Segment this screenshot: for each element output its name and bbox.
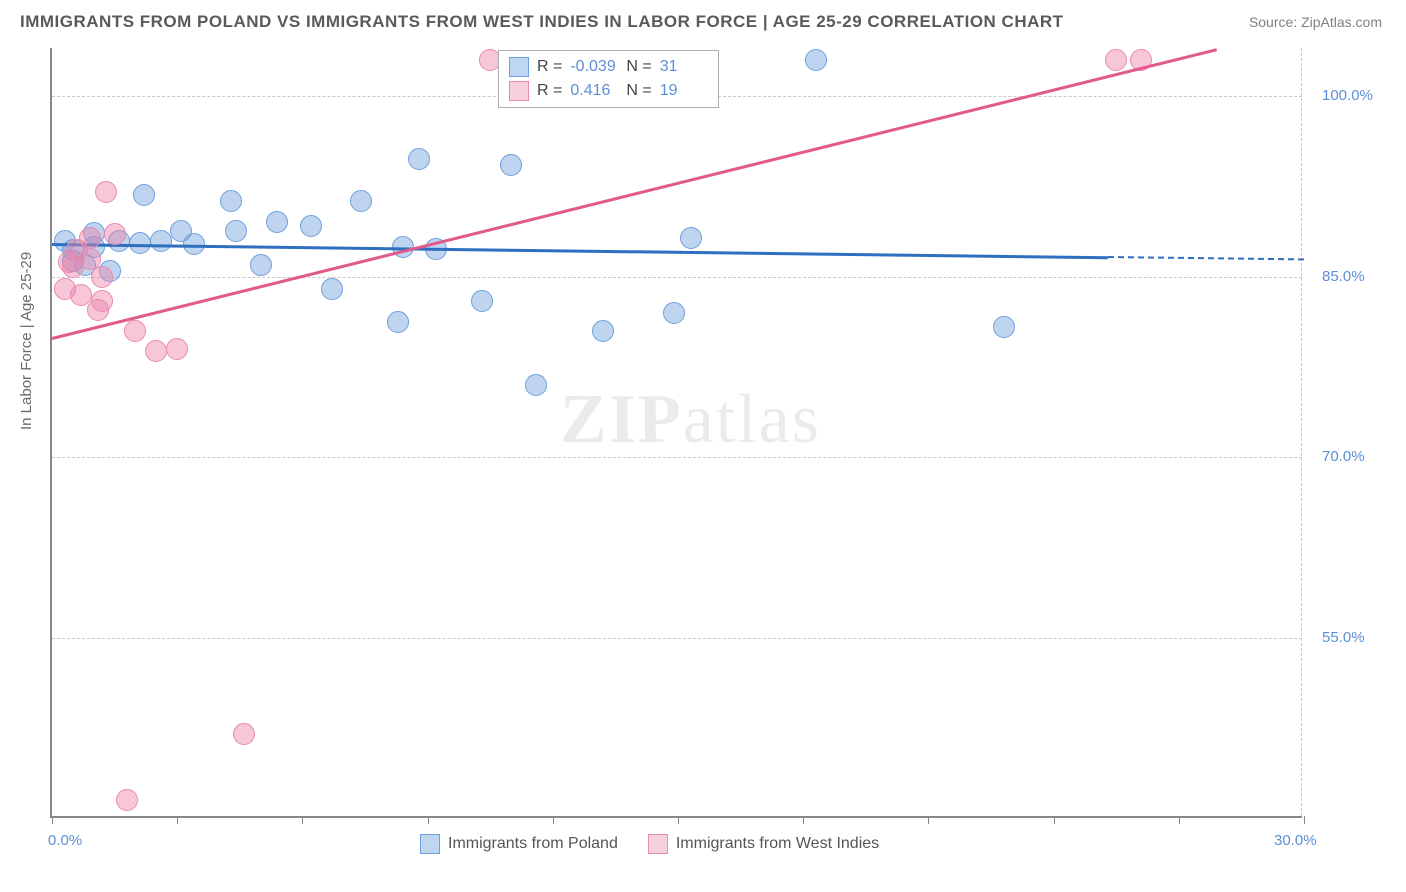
series-legend: Immigrants from Poland Immigrants from W… bbox=[420, 834, 879, 854]
source-attribution: Source: ZipAtlas.com bbox=[1249, 14, 1382, 30]
scatter-point bbox=[350, 190, 372, 212]
scatter-point bbox=[592, 320, 614, 342]
y-tick-label: 70.0% bbox=[1322, 448, 1365, 465]
x-tick bbox=[52, 816, 53, 824]
scatter-point bbox=[104, 223, 126, 245]
legend-item-poland: Immigrants from Poland bbox=[420, 834, 618, 854]
r-value-westindies: 0.416 bbox=[570, 79, 618, 103]
chart-container: IMMIGRANTS FROM POLAND VS IMMIGRANTS FRO… bbox=[0, 0, 1406, 892]
x-tick bbox=[177, 816, 178, 824]
gridline-h bbox=[52, 277, 1302, 278]
scatter-point bbox=[91, 266, 113, 288]
trend-line bbox=[1108, 256, 1304, 260]
x-tick bbox=[1304, 816, 1305, 824]
legend-swatch-poland bbox=[509, 57, 529, 77]
legend-label-poland: Immigrants from Poland bbox=[448, 835, 618, 852]
scatter-point bbox=[250, 254, 272, 276]
scatter-point bbox=[500, 154, 522, 176]
legend-item-westindies: Immigrants from West Indies bbox=[648, 834, 879, 854]
scatter-point bbox=[145, 340, 167, 362]
scatter-point bbox=[805, 49, 827, 71]
scatter-point bbox=[116, 789, 138, 811]
scatter-point bbox=[233, 723, 255, 745]
x-tick bbox=[928, 816, 929, 824]
scatter-point bbox=[993, 316, 1015, 338]
y-axis-label: In Labor Force | Age 25-29 bbox=[18, 252, 35, 430]
x-tick bbox=[553, 816, 554, 824]
gridline-h bbox=[52, 638, 1302, 639]
plot-right-border bbox=[1301, 48, 1302, 816]
x-tick bbox=[1054, 816, 1055, 824]
scatter-point bbox=[266, 211, 288, 233]
legend-swatch-icon bbox=[420, 834, 440, 854]
x-tick-label-first: 0.0% bbox=[48, 832, 82, 849]
scatter-point bbox=[150, 230, 172, 252]
legend-swatch-westindies bbox=[509, 81, 529, 101]
chart-title: IMMIGRANTS FROM POLAND VS IMMIGRANTS FRO… bbox=[20, 12, 1064, 32]
legend-row-poland: R = -0.039 N = 31 bbox=[509, 55, 708, 79]
y-tick-label: 100.0% bbox=[1322, 87, 1373, 104]
scatter-point bbox=[95, 181, 117, 203]
n-label: N = bbox=[626, 79, 651, 103]
x-tick bbox=[428, 816, 429, 824]
n-label: N = bbox=[626, 55, 651, 79]
scatter-point bbox=[1105, 49, 1127, 71]
scatter-point bbox=[91, 290, 113, 312]
scatter-point bbox=[663, 302, 685, 324]
scatter-point bbox=[220, 190, 242, 212]
correlation-legend: R = -0.039 N = 31 R = 0.416 N = 19 bbox=[498, 50, 719, 108]
scatter-point bbox=[79, 227, 101, 249]
scatter-point bbox=[166, 338, 188, 360]
r-label: R = bbox=[537, 55, 562, 79]
legend-label-westindies: Immigrants from West Indies bbox=[676, 835, 879, 852]
trend-line bbox=[52, 243, 1108, 259]
scatter-point bbox=[525, 374, 547, 396]
x-tick bbox=[803, 816, 804, 824]
scatter-point bbox=[680, 227, 702, 249]
legend-row-westindies: R = 0.416 N = 19 bbox=[509, 79, 708, 103]
legend-swatch-icon bbox=[648, 834, 668, 854]
scatter-point bbox=[321, 278, 343, 300]
scatter-point bbox=[124, 320, 146, 342]
x-tick bbox=[302, 816, 303, 824]
r-label: R = bbox=[537, 79, 562, 103]
scatter-point bbox=[300, 215, 322, 237]
x-tick-label-last: 30.0% bbox=[1274, 832, 1317, 849]
scatter-point bbox=[387, 311, 409, 333]
scatter-point bbox=[225, 220, 247, 242]
watermark-zip: ZIP bbox=[560, 381, 683, 458]
scatter-point bbox=[408, 148, 430, 170]
y-tick-label: 85.0% bbox=[1322, 268, 1365, 285]
x-tick bbox=[678, 816, 679, 824]
n-value-westindies: 19 bbox=[660, 79, 708, 103]
scatter-point bbox=[129, 232, 151, 254]
watermark-atlas: atlas bbox=[683, 381, 821, 458]
scatter-point bbox=[471, 290, 493, 312]
x-tick bbox=[1179, 816, 1180, 824]
r-value-poland: -0.039 bbox=[570, 55, 618, 79]
scatter-point bbox=[133, 184, 155, 206]
y-tick-label: 55.0% bbox=[1322, 629, 1365, 646]
watermark: ZIPatlas bbox=[560, 380, 821, 460]
n-value-poland: 31 bbox=[660, 55, 708, 79]
